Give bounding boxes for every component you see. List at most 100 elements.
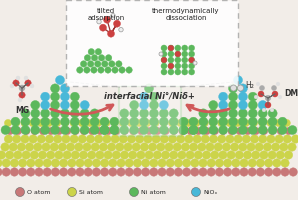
Circle shape [144, 135, 152, 143]
Circle shape [236, 127, 243, 135]
Circle shape [102, 61, 108, 67]
Circle shape [105, 127, 112, 135]
Circle shape [152, 135, 160, 143]
Circle shape [139, 92, 148, 101]
Circle shape [248, 92, 257, 101]
Circle shape [264, 168, 273, 176]
Circle shape [51, 84, 60, 93]
Circle shape [207, 159, 215, 167]
Circle shape [148, 143, 157, 151]
Circle shape [125, 168, 134, 176]
Circle shape [92, 168, 101, 176]
Text: H₂: H₂ [245, 82, 254, 90]
Circle shape [70, 92, 79, 101]
Text: Ni atom: Ni atom [141, 190, 166, 194]
Circle shape [179, 127, 186, 135]
Circle shape [263, 143, 271, 151]
Circle shape [189, 117, 198, 126]
Circle shape [234, 119, 241, 127]
Circle shape [210, 151, 219, 159]
Circle shape [176, 135, 185, 143]
Circle shape [41, 101, 50, 110]
FancyBboxPatch shape [119, 86, 181, 136]
Circle shape [254, 95, 258, 99]
Circle shape [121, 127, 128, 135]
Circle shape [11, 126, 20, 134]
Circle shape [24, 76, 28, 80]
Circle shape [175, 69, 181, 75]
Circle shape [99, 143, 108, 151]
Circle shape [261, 127, 268, 135]
Circle shape [229, 117, 238, 126]
Text: DMO: DMO [284, 90, 298, 98]
Circle shape [168, 69, 174, 75]
Circle shape [27, 168, 35, 176]
Text: thermodynamically
dissociation: thermodynamically dissociation [152, 8, 220, 21]
Circle shape [4, 119, 12, 127]
Circle shape [10, 84, 14, 88]
Circle shape [112, 151, 120, 159]
Circle shape [170, 151, 178, 159]
Circle shape [219, 117, 228, 126]
Circle shape [232, 168, 240, 176]
Circle shape [60, 117, 69, 126]
Circle shape [29, 119, 36, 127]
Circle shape [240, 168, 248, 176]
Circle shape [105, 55, 112, 61]
Circle shape [100, 126, 109, 134]
Circle shape [84, 55, 91, 61]
Circle shape [27, 159, 35, 167]
Circle shape [125, 159, 134, 167]
Circle shape [224, 159, 232, 167]
Circle shape [219, 109, 228, 118]
Circle shape [230, 143, 239, 151]
Circle shape [169, 109, 178, 118]
Circle shape [84, 168, 92, 176]
Circle shape [150, 92, 159, 101]
Circle shape [22, 151, 30, 159]
Circle shape [113, 127, 120, 135]
Circle shape [37, 135, 46, 143]
Circle shape [97, 19, 101, 24]
Circle shape [199, 168, 207, 176]
Circle shape [62, 135, 70, 143]
Circle shape [111, 13, 115, 18]
Circle shape [105, 67, 111, 73]
Circle shape [146, 127, 153, 135]
Circle shape [256, 82, 260, 86]
Circle shape [108, 168, 117, 176]
Circle shape [51, 92, 60, 101]
Circle shape [258, 135, 267, 143]
Circle shape [260, 86, 265, 90]
Circle shape [25, 80, 31, 86]
Text: interfacial Ni°/Niδ+: interfacial Ni°/Niδ+ [104, 92, 194, 100]
Circle shape [189, 57, 194, 63]
Circle shape [191, 168, 199, 176]
Circle shape [98, 67, 104, 73]
Circle shape [31, 101, 40, 110]
Circle shape [55, 151, 63, 159]
Circle shape [41, 92, 50, 101]
Circle shape [66, 143, 75, 151]
Circle shape [182, 168, 191, 176]
Circle shape [278, 126, 287, 134]
Circle shape [21, 135, 29, 143]
Circle shape [92, 159, 101, 167]
Circle shape [248, 117, 257, 126]
Circle shape [175, 63, 181, 69]
Circle shape [193, 61, 197, 65]
Circle shape [79, 151, 88, 159]
Circle shape [2, 168, 10, 176]
Circle shape [4, 135, 13, 143]
Circle shape [120, 109, 129, 118]
Circle shape [5, 151, 14, 159]
Circle shape [224, 168, 232, 176]
Circle shape [130, 117, 139, 126]
Circle shape [68, 168, 76, 176]
Circle shape [168, 63, 174, 69]
Circle shape [103, 135, 111, 143]
Circle shape [45, 119, 52, 127]
Circle shape [238, 101, 247, 110]
Circle shape [248, 101, 257, 110]
Circle shape [168, 45, 174, 51]
